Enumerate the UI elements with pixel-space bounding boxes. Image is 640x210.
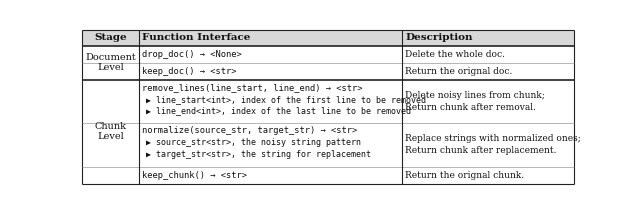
Text: Delete noisy lines from chunk;
Return chunk after removal.: Delete noisy lines from chunk; Return ch… xyxy=(405,91,545,112)
Text: ▶ line_start<int>, index of the first line to be removed: ▶ line_start<int>, index of the first li… xyxy=(147,95,426,104)
Text: normalize(source_str, target_str) → <str>: normalize(source_str, target_str) → <str… xyxy=(143,126,358,135)
Text: keep_chunk() → <str>: keep_chunk() → <str> xyxy=(143,171,248,180)
Text: Document
Level: Document Level xyxy=(85,53,136,72)
Text: remove_lines(line_start, line_end) → <str>: remove_lines(line_start, line_end) → <st… xyxy=(143,83,363,92)
Bar xyxy=(83,30,573,46)
Text: Delete the whole doc.: Delete the whole doc. xyxy=(405,50,505,59)
Text: ▶ source_str<str>, the noisy string pattern: ▶ source_str<str>, the noisy string patt… xyxy=(147,138,362,147)
Text: ▶ line_end<int>, index of the last line to be removed: ▶ line_end<int>, index of the last line … xyxy=(147,107,412,116)
Text: Return the orignal doc.: Return the orignal doc. xyxy=(405,67,513,76)
Text: drop_doc() → <None>: drop_doc() → <None> xyxy=(143,50,242,59)
Text: keep_doc() → <str>: keep_doc() → <str> xyxy=(143,67,237,76)
Text: Function Interface: Function Interface xyxy=(143,33,251,42)
Text: Return the orignal chunk.: Return the orignal chunk. xyxy=(405,171,524,180)
Text: ▶ target_str<str>, the string for replacement: ▶ target_str<str>, the string for replac… xyxy=(147,150,371,159)
Text: Description: Description xyxy=(405,33,472,42)
Text: Chunk
Level: Chunk Level xyxy=(95,122,127,141)
Text: Replace strings with normalized ones;
Return chunk after replacement.: Replace strings with normalized ones; Re… xyxy=(405,134,581,155)
Text: Stage: Stage xyxy=(95,33,127,42)
